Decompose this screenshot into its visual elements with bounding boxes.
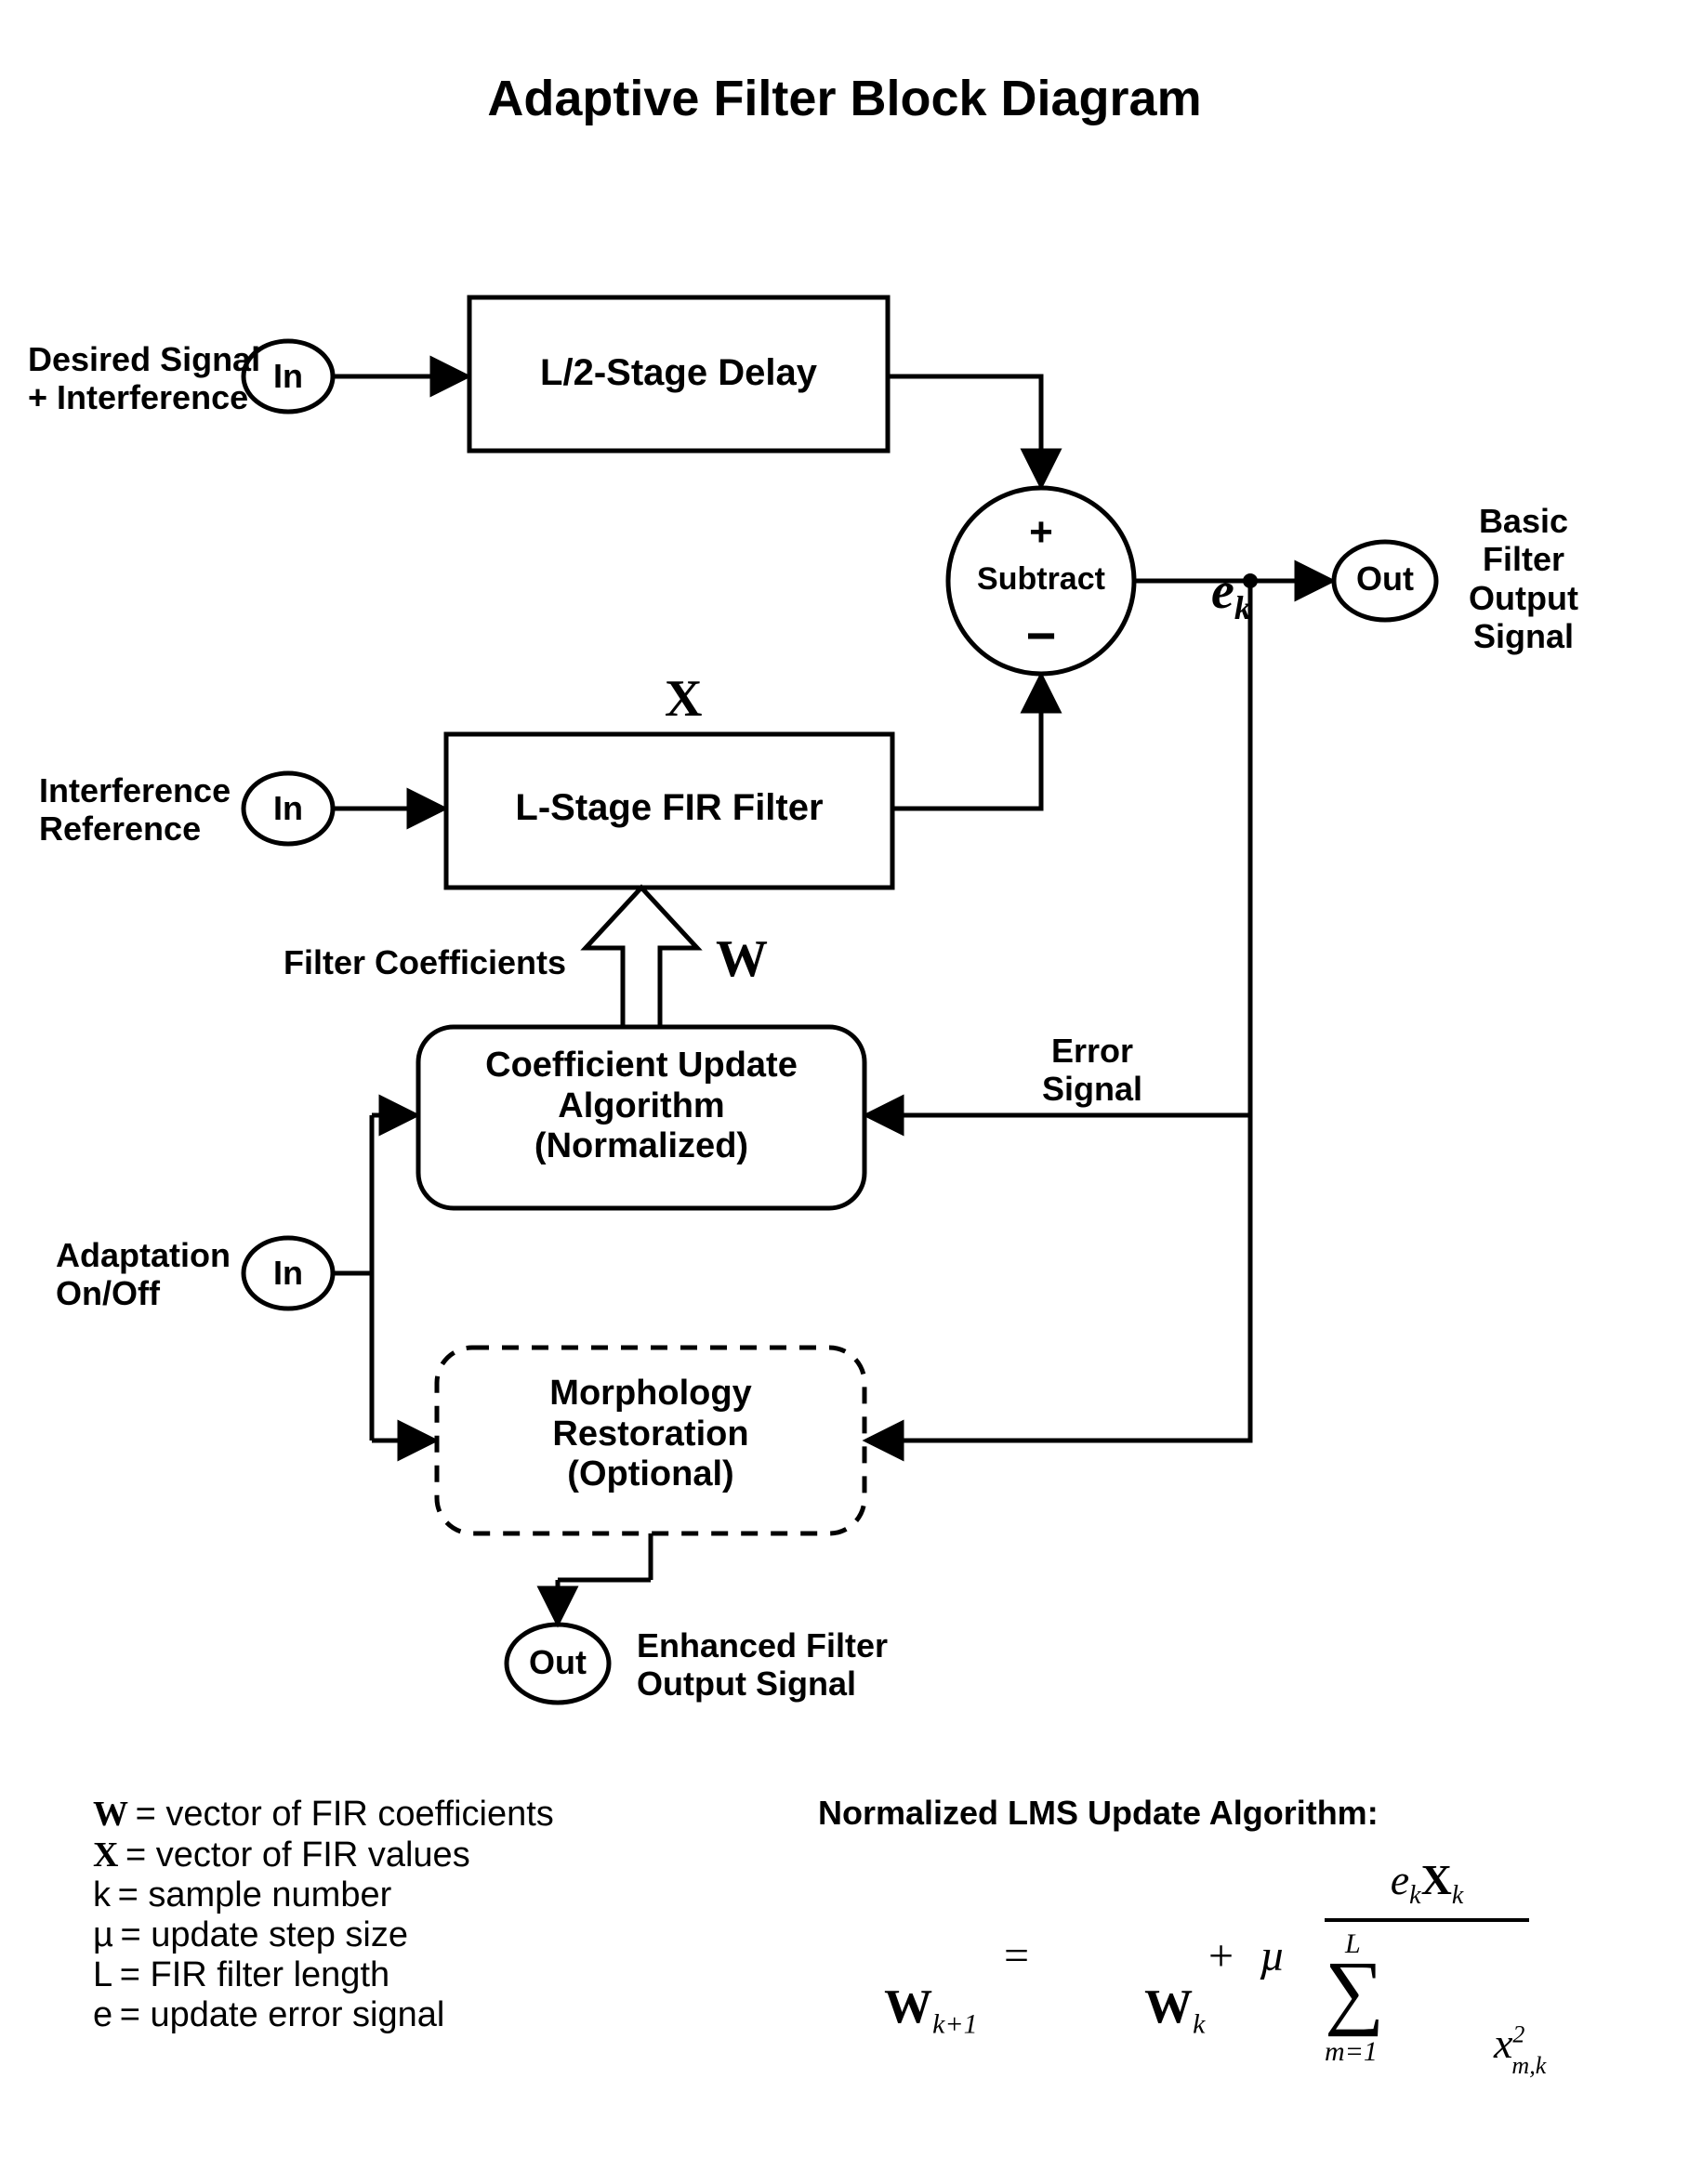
eq-Wk1-sub: k+1 [932, 2008, 978, 2039]
eq-den-x-sup: 2 [1512, 2021, 1524, 2048]
block-delay-text: L/2-Stage Delay [469, 351, 888, 394]
legend-row: L = FIR filter length [93, 1955, 554, 1995]
port-out-basic-text: Out [1350, 559, 1420, 598]
legend-text: = update error signal [120, 1995, 445, 2035]
edge-fir-subtract [892, 678, 1041, 809]
port-in-reference-text: In [266, 789, 310, 827]
block-fir-text: L-Stage FIR Filter [446, 786, 892, 829]
label-W: W [716, 929, 768, 989]
eq-Wk: W [1144, 1980, 1193, 2033]
label-error-signal: Error Signal [976, 1032, 1208, 1109]
label-desired: Desired Signal + Interference [28, 340, 260, 417]
eq-eq: = [1004, 1929, 1029, 1983]
eq-fraction: ekXk L ∑ m=1 x2m,k [1306, 1859, 1548, 2080]
legend-sym: k [93, 1875, 111, 1915]
port-in-desired-text: In [266, 357, 310, 395]
legend-sym: e [93, 1995, 112, 2035]
eq-Wk-sub: k [1193, 2008, 1205, 2039]
edge-error-morph [869, 1115, 1250, 1441]
label-ek: ek [1185, 502, 1251, 628]
label-basic-out: Basic Filter Output Signal [1469, 502, 1578, 656]
legend-row: e = update error signal [93, 1995, 554, 2035]
legend: W = vector of FIR coefficients X = vecto… [93, 1794, 554, 2035]
eq-den-x-wrap: x2 m,k [1408, 1967, 1559, 2125]
eq-plus: + [1208, 1929, 1234, 1983]
edge-delay-subtract [888, 376, 1041, 483]
edge-coef-fir-hollow [586, 888, 697, 1027]
block-morph-text: Morphology Restoration (Optional) [437, 1374, 864, 1495]
label-X: X [665, 669, 702, 729]
block-coef-text: Coefficient Update Algorithm (Normalized… [418, 1046, 864, 1167]
port-out-enhanced-text: Out [522, 1643, 593, 1681]
legend-text: = sample number [118, 1875, 392, 1915]
subtract-text: Subtract [976, 561, 1106, 598]
label-filter-coeff: Filter Coefficients [284, 943, 566, 981]
legend-row: µ = update step size [93, 1915, 554, 1955]
legend-text: = update step size [121, 1915, 409, 1955]
eq-den-x: x [1494, 2020, 1512, 2067]
equation-heading: Normalized LMS Update Algorithm: [818, 1794, 1379, 1832]
legend-text: = vector of FIR coefficients [136, 1795, 554, 1835]
eq-Wk1: W [884, 1980, 932, 2033]
eq-num-X-sub: k [1452, 1881, 1463, 1910]
eq-num-X: X [1421, 1856, 1452, 1903]
legend-row: k = sample number [93, 1875, 554, 1915]
legend-sym: X [93, 1835, 118, 1875]
legend-text: = vector of FIR values [125, 1835, 470, 1875]
eq-sum: ∑ [1325, 1950, 1384, 2033]
eq-den-x-sub: m,k [1511, 2052, 1546, 2079]
label-adaptation: Adaptation On/Off [56, 1236, 231, 1313]
subtract-plus: + [1013, 509, 1069, 557]
eq-num-e: e [1391, 1856, 1409, 1903]
port-in-adaptation-text: In [266, 1254, 310, 1292]
legend-sym: W [93, 1794, 128, 1835]
label-interference-ref: Interference Reference [39, 771, 231, 849]
legend-row: X = vector of FIR values [93, 1835, 554, 1875]
eq-mu: µ [1260, 1929, 1286, 1983]
eq-sum-bot: m=1 [1325, 2035, 1378, 2069]
legend-sym: µ [93, 1915, 113, 1955]
eq-num-e-sub: k [1409, 1881, 1420, 1910]
equation: Wk+1 = Wk + µ ekXk L ∑ m=1 x2m,k [837, 1859, 1599, 2091]
legend-row: W = vector of FIR coefficients [93, 1794, 554, 1835]
legend-sym: L [93, 1955, 112, 1995]
legend-text: = FIR filter length [120, 1955, 389, 1995]
label-enhanced-out: Enhanced Filter Output Signal [637, 1626, 888, 1704]
subtract-minus: − [1013, 606, 1069, 665]
